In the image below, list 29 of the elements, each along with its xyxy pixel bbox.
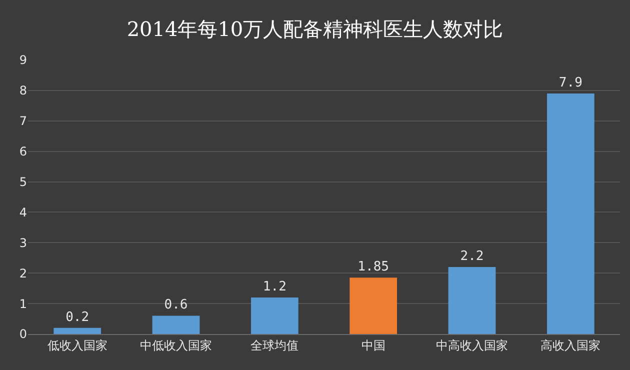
y-tick-label: 3 [19,236,27,250]
x-tick-label: 中国 [361,338,386,352]
x-tick-label: 中低收入国家 [140,338,212,352]
data-label: 2.2 [460,249,484,264]
y-tick-label: 5 [19,174,27,189]
data-label: 7.9 [558,75,582,90]
chart-title: 2014年每10万人配备精神科医生人数对比 [126,17,504,42]
data-label: 0.6 [164,298,188,313]
x-tick-label: 中高收入国家 [436,338,508,352]
bar [54,328,102,334]
y-tick-label: 1 [19,296,27,311]
data-label: 0.2 [66,310,90,325]
y-tick-label: 4 [19,205,27,220]
y-tick-label: 9 [19,53,27,68]
bar [546,93,594,334]
x-tick-label: 低收入国家 [47,338,108,352]
bar [350,278,398,334]
bar [250,297,298,334]
bar [152,316,200,334]
y-tick-label: 2 [19,266,27,280]
x-tick-label: 高收入国家 [540,338,601,352]
x-tick-label: 全球均值 [250,338,299,352]
data-label: 1.2 [262,279,286,294]
y-tick-label: 8 [19,84,27,98]
y-tick-label: 0 [19,327,27,342]
y-tick-label: 6 [19,144,27,159]
data-label: 1.85 [358,260,389,275]
bar [448,267,496,334]
y-tick-label: 7 [19,114,27,128]
